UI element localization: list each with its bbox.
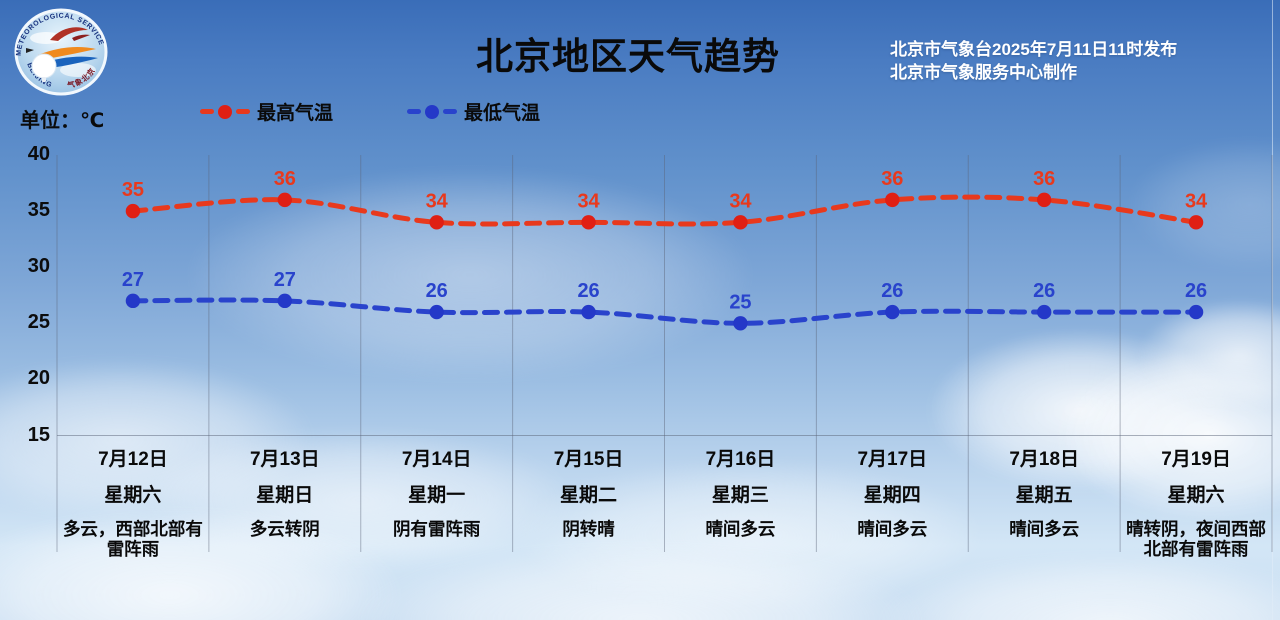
day-date: 7月19日 xyxy=(1161,449,1231,470)
legend-label-high: 最高气温 xyxy=(257,103,334,124)
y-tick-label: 40 xyxy=(27,143,50,165)
day-date: 7月18日 xyxy=(1009,449,1080,470)
day-column: 7月13日 星期日 多云转阴 xyxy=(209,444,361,559)
day-weather: 阴转晴 xyxy=(562,519,615,539)
day-date: 7月15日 xyxy=(553,449,624,470)
day-weather: 晴间多云 xyxy=(857,519,928,539)
最高气温-line xyxy=(130,194,1199,227)
day-weekday: 星期二 xyxy=(560,485,618,506)
data-point xyxy=(581,215,596,230)
data-point xyxy=(1188,304,1204,320)
data-point-label: 36 xyxy=(1033,168,1055,190)
data-point xyxy=(733,316,748,331)
data-point xyxy=(277,293,293,309)
y-tick-label: 20 xyxy=(27,367,50,390)
data-point-label: 34 xyxy=(1185,190,1208,212)
data-point xyxy=(125,203,141,219)
right-frame-line xyxy=(1272,0,1273,620)
data-point-label: 27 xyxy=(122,269,144,291)
y-tick-label: 30 xyxy=(27,255,50,278)
day-columns: 7月12日 星期六 多云，西部北部有雷阵雨 7月13日 星期日 多云转阴 7月1… xyxy=(57,444,1272,559)
y-tick-label: 25 xyxy=(27,311,50,334)
page-title: 北京地区天气趋势 xyxy=(476,36,780,77)
day-date: 7月12日 xyxy=(98,449,168,470)
chart-legend: 最高气温 最低气温 xyxy=(200,98,540,125)
data-point xyxy=(733,215,748,230)
day-weekday: 星期日 xyxy=(256,485,314,506)
day-column: 7月14日 星期一 阴有雷阵雨 xyxy=(361,444,513,559)
data-point xyxy=(885,304,900,320)
day-date: 7月14日 xyxy=(401,449,472,470)
data-point xyxy=(1036,192,1052,208)
data-point-label: 25 xyxy=(729,291,751,313)
data-point-label: 34 xyxy=(426,190,449,212)
publisher-info: 北京市气象台2025年7月11日11时发布 北京市气象服务中心制作 xyxy=(890,38,1177,84)
data-point-label: 26 xyxy=(577,280,599,302)
day-weekday: 星期五 xyxy=(1015,485,1073,506)
data-point xyxy=(1036,304,1052,320)
最低气温-line xyxy=(130,297,1199,326)
day-date: 7月13日 xyxy=(249,449,320,470)
day-column: 7月16日 星期三 晴间多云 xyxy=(665,444,817,559)
legend-label-low: 最低气温 xyxy=(464,103,541,124)
unit-label: 单位：℃ xyxy=(20,110,105,132)
low-temp-line-icon xyxy=(407,104,458,119)
legend-item-high: 最高气温 xyxy=(200,98,333,125)
data-point xyxy=(885,192,900,208)
day-column: 7月17日 星期四 晴间多云 xyxy=(816,444,968,559)
day-weather: 阴有雷阵雨 xyxy=(392,519,481,539)
data-point-label: 26 xyxy=(1185,280,1207,302)
data-point-label: 26 xyxy=(881,280,903,302)
legend-item-low: 最低气温 xyxy=(407,98,540,125)
publisher-line-1: 北京市气象台2025年7月11日11时发布 xyxy=(890,40,1178,59)
day-column: 7月15日 星期二 阴转晴 xyxy=(513,444,665,559)
data-point-label: 27 xyxy=(274,269,296,291)
publisher-line-2: 北京市气象服务中心制作 xyxy=(890,63,1077,82)
data-point-label: 36 xyxy=(881,168,903,190)
beijing-meteorological-service-logo: METEOROLOGICAL SERVICE BEIJING 气象北京 xyxy=(14,8,108,96)
day-weekday: 星期三 xyxy=(711,485,769,506)
data-point-label: 36 xyxy=(274,168,296,190)
data-point-label: 34 xyxy=(729,190,752,212)
data-point xyxy=(429,304,444,320)
data-point xyxy=(429,215,444,230)
day-weekday: 星期四 xyxy=(863,485,921,506)
day-weather: 晴间多云 xyxy=(1009,519,1080,539)
day-column: 7月19日 星期六 晴转阴，夜间西部北部有雷阵雨 xyxy=(1120,444,1272,559)
data-point xyxy=(125,293,141,309)
day-column: 7月18日 星期五 晴间多云 xyxy=(968,444,1120,559)
day-weekday: 星期一 xyxy=(408,485,466,506)
day-date: 7月17日 xyxy=(857,449,928,470)
day-column: 7月12日 星期六 多云，西部北部有雷阵雨 xyxy=(57,444,209,559)
data-point-label: 26 xyxy=(426,280,448,302)
data-point-label: 34 xyxy=(577,190,600,212)
y-tick-label: 15 xyxy=(27,423,50,446)
day-weekday: 星期六 xyxy=(104,485,162,506)
day-date: 7月16日 xyxy=(705,449,776,470)
high-temp-line-icon xyxy=(200,104,250,119)
day-weather: 多云，西部北部有雷阵雨 xyxy=(62,519,203,559)
data-point xyxy=(581,304,596,320)
data-point-label: 26 xyxy=(1033,280,1055,302)
day-weather: 晴间多云 xyxy=(705,519,776,539)
day-weekday: 星期六 xyxy=(1167,485,1225,506)
day-weather: 多云转阴 xyxy=(249,519,320,539)
data-point xyxy=(1188,215,1204,230)
day-weather: 晴转阴，夜间西部北部有雷阵雨 xyxy=(1126,519,1267,559)
data-point-label: 35 xyxy=(122,179,144,201)
y-tick-label: 35 xyxy=(27,199,50,222)
data-point xyxy=(277,192,293,208)
